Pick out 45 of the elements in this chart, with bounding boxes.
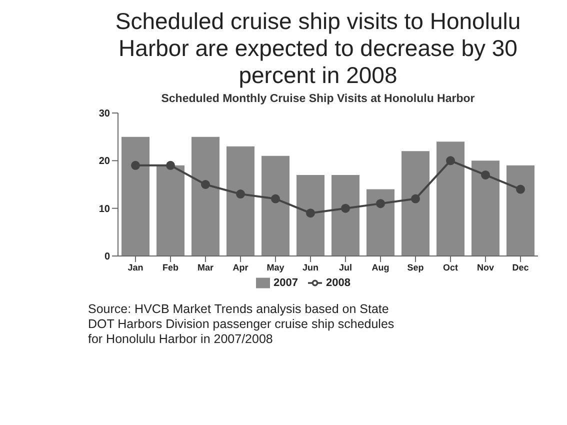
x-tick-label: Dec: [512, 262, 529, 272]
bar: [332, 174, 360, 256]
x-tick-label: Sep: [407, 262, 424, 272]
bar: [402, 151, 430, 256]
source-note: Source: HVCB Market Trends analysis based on State DOT Harbors Division passenger cruise ship schedules for Honolulu Harbor in 2007/2008: [88, 302, 396, 347]
bar: [436, 142, 464, 256]
bar: [366, 189, 394, 256]
bar: [122, 136, 150, 256]
x-tick-label: Jan: [128, 262, 144, 272]
x-tick-label: Mar: [197, 262, 214, 272]
point: [306, 208, 315, 218]
point: [446, 156, 455, 166]
bar: [156, 165, 184, 256]
point: [166, 160, 175, 170]
bar: [506, 165, 534, 256]
point: [236, 190, 245, 199]
point: [341, 204, 350, 213]
y-tick-label: 20: [98, 156, 110, 168]
y-tick-label: 30: [98, 108, 110, 120]
bar: [262, 156, 290, 256]
bar: [472, 160, 500, 256]
bar: [226, 146, 254, 256]
point: [271, 194, 280, 204]
x-tick-label: May: [266, 262, 284, 272]
bar: [192, 136, 220, 256]
point: [131, 160, 140, 170]
bar: [296, 174, 324, 256]
x-tick-label: Nov: [476, 262, 494, 272]
y-tick-label: 10: [98, 204, 110, 215]
x-tick-label: Jun: [302, 262, 319, 272]
legend-label: 2008: [326, 276, 350, 289]
x-tick-label: Oct: [442, 262, 458, 272]
x-tick-label: Apr: [232, 262, 249, 272]
point: [376, 199, 385, 208]
point: [516, 184, 525, 194]
point: [201, 180, 210, 189]
x-tick-label: Aug: [372, 262, 390, 272]
chart-subtitle: Scheduled Monthly Cruise Ship Visits at Honolulu Harbor: [160, 93, 476, 105]
chart-title: Scheduled cruise ship visits to Honolulu Harbor are expected to decrease by 30 percent in 2008: [114, 8, 522, 89]
point: [481, 170, 490, 180]
x-tick-label: Jul: [338, 262, 352, 272]
y-tick-label: 0: [104, 252, 110, 263]
legend-label: 2007: [274, 276, 298, 289]
x-tick-label: Feb: [162, 262, 179, 272]
point: [411, 194, 420, 204]
